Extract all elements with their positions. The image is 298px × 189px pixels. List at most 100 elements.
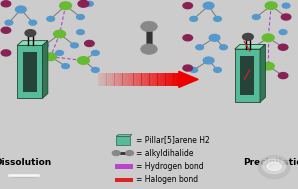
Circle shape: [279, 30, 287, 35]
Circle shape: [249, 73, 257, 78]
Circle shape: [281, 14, 291, 20]
Circle shape: [45, 53, 57, 60]
Circle shape: [1, 1, 11, 7]
Bar: [120, 73, 123, 86]
Circle shape: [25, 30, 36, 36]
Circle shape: [47, 16, 55, 21]
Circle shape: [56, 50, 63, 55]
Circle shape: [85, 40, 94, 46]
Polygon shape: [23, 52, 37, 92]
Circle shape: [214, 67, 221, 72]
Bar: [114, 73, 117, 86]
Circle shape: [183, 35, 193, 41]
Bar: [98, 73, 101, 86]
Bar: [176, 73, 179, 86]
Circle shape: [141, 44, 157, 54]
Circle shape: [262, 34, 274, 42]
Text: Precipitation: Precipitation: [243, 158, 298, 167]
Circle shape: [243, 33, 253, 40]
Circle shape: [1, 27, 11, 33]
Bar: [104, 73, 107, 86]
Circle shape: [91, 50, 99, 55]
Circle shape: [209, 34, 220, 41]
Bar: [165, 73, 168, 86]
Polygon shape: [240, 56, 254, 95]
Ellipse shape: [263, 159, 285, 174]
Circle shape: [203, 57, 214, 64]
Text: = Pillar[5]arene H2: = Pillar[5]arene H2: [136, 135, 209, 144]
Bar: [125, 73, 128, 86]
Text: Dissolution: Dissolution: [0, 158, 51, 167]
Circle shape: [112, 151, 120, 156]
Polygon shape: [17, 45, 43, 98]
Circle shape: [183, 3, 193, 9]
Bar: [163, 73, 166, 86]
Bar: [144, 73, 147, 86]
Circle shape: [278, 44, 288, 50]
Circle shape: [214, 16, 221, 21]
Ellipse shape: [267, 162, 281, 170]
Polygon shape: [116, 136, 130, 145]
Polygon shape: [260, 44, 265, 102]
Circle shape: [15, 6, 26, 13]
Polygon shape: [116, 135, 132, 136]
Circle shape: [196, 45, 204, 50]
Circle shape: [183, 65, 193, 71]
Bar: [128, 73, 131, 86]
Bar: [152, 73, 155, 86]
Bar: [122, 73, 125, 86]
Circle shape: [41, 43, 49, 48]
Circle shape: [77, 15, 84, 19]
FancyArrow shape: [179, 71, 198, 87]
Bar: [131, 73, 134, 86]
Circle shape: [78, 0, 89, 7]
Circle shape: [60, 2, 72, 9]
Bar: [117, 73, 120, 86]
Circle shape: [54, 30, 66, 38]
Bar: [112, 73, 115, 86]
Circle shape: [265, 2, 277, 9]
Circle shape: [29, 20, 37, 25]
Bar: [160, 73, 163, 86]
Bar: [157, 73, 160, 86]
Bar: [115, 164, 133, 169]
Bar: [101, 73, 104, 86]
Polygon shape: [43, 41, 48, 98]
Circle shape: [252, 15, 260, 19]
Bar: [146, 26, 152, 49]
Circle shape: [220, 45, 227, 50]
Circle shape: [32, 64, 40, 69]
Circle shape: [86, 1, 93, 6]
Circle shape: [278, 73, 288, 79]
Bar: [173, 73, 176, 86]
Polygon shape: [235, 44, 265, 49]
Bar: [141, 73, 144, 86]
Circle shape: [141, 21, 157, 32]
Bar: [115, 178, 133, 182]
Text: = Halogen bond: = Halogen bond: [136, 175, 198, 184]
Circle shape: [77, 30, 84, 35]
Circle shape: [91, 67, 99, 72]
Bar: [133, 73, 136, 86]
Circle shape: [262, 62, 274, 70]
Circle shape: [203, 2, 214, 9]
Bar: [155, 73, 158, 86]
Bar: [171, 73, 174, 86]
Bar: [106, 73, 109, 86]
Bar: [147, 73, 150, 86]
Ellipse shape: [258, 156, 290, 179]
Circle shape: [5, 20, 13, 25]
Circle shape: [190, 67, 198, 72]
Circle shape: [249, 45, 257, 50]
Circle shape: [126, 151, 134, 156]
Text: = alkyldihalide: = alkyldihalide: [136, 149, 193, 158]
Circle shape: [1, 50, 11, 56]
Text: = Hydrogen bond: = Hydrogen bond: [136, 162, 203, 171]
Circle shape: [71, 43, 78, 48]
Circle shape: [77, 57, 89, 64]
Polygon shape: [17, 41, 48, 45]
Bar: [136, 73, 139, 86]
Polygon shape: [235, 49, 260, 102]
Bar: [168, 73, 171, 86]
Circle shape: [62, 64, 69, 69]
